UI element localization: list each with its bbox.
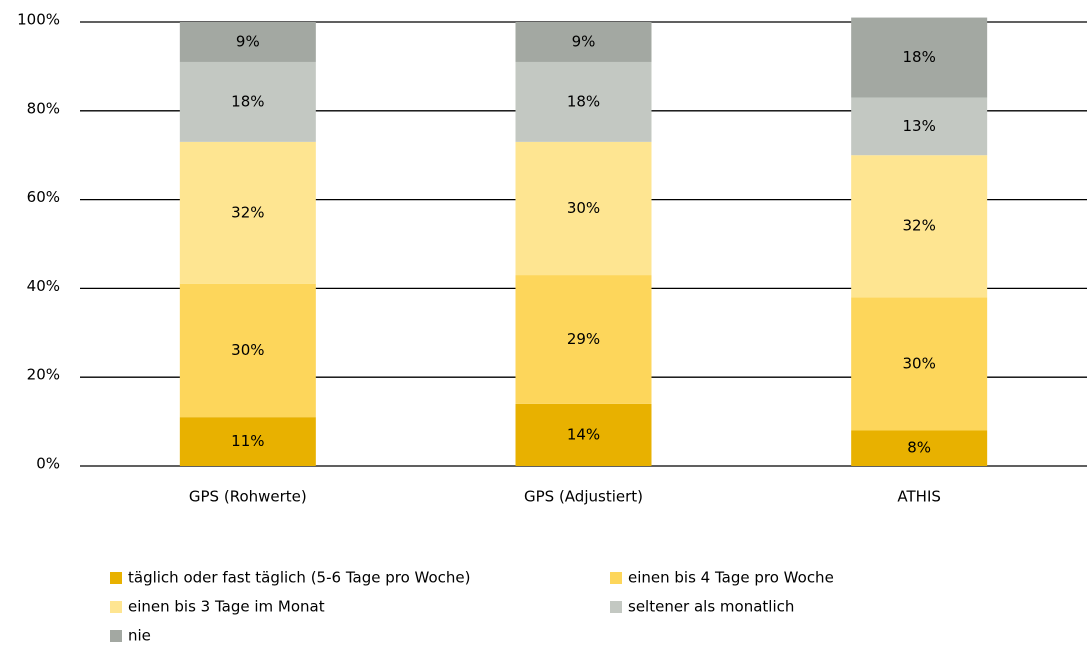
bar-segment [515,275,652,404]
y-tick-label: 0% [36,455,60,473]
bar-segment [179,283,316,418]
bar-segment [851,430,988,466]
data-label: 18% [567,92,600,110]
y-tick-label: 80% [27,99,60,117]
data-label: 30% [567,199,600,217]
data-label: 32% [231,203,264,221]
data-label: 29% [567,330,600,348]
legend-label: nie [128,627,151,645]
bar-segment [179,417,316,466]
y-tick-label: 100% [17,11,60,29]
legend-label: einen bis 4 Tage pro Woche [628,569,834,587]
x-tick-label: ATHIS [897,488,940,506]
bar-segment [179,22,316,62]
data-label: 30% [902,354,935,372]
y-tick-label: 60% [27,188,60,206]
legend-label: täglich oder fast täglich (5-6 Tage pro … [128,569,470,587]
data-label: 14% [567,425,600,443]
bar-segment [851,97,988,156]
x-tick-label: GPS (Rohwerte) [189,488,307,506]
data-label: 8% [907,439,931,457]
y-tick-label: 40% [27,277,60,295]
legend-label: seltener als monatlich [628,598,794,616]
x-tick-label: GPS (Adjustiert) [524,488,643,506]
legend-swatch [110,601,122,613]
data-label: 18% [231,92,264,110]
bar-segment [179,141,316,284]
legend-swatch [110,572,122,584]
bar-segment [179,61,316,142]
data-label: 9% [236,32,260,50]
bar-segment [851,297,988,431]
legend-swatch [610,601,622,613]
bar-segment [515,61,652,142]
data-label: 30% [231,341,264,359]
legend-label: einen bis 3 Tage im Monat [128,598,325,616]
data-label: 9% [572,32,596,50]
data-label: 13% [902,117,935,135]
bar-segment [851,17,988,98]
bar-segment [515,403,652,466]
legend-swatch [610,572,622,584]
y-tick-label: 20% [27,366,60,384]
bar-segment [851,155,988,298]
legend-swatch [110,630,122,642]
data-label: 32% [902,217,935,235]
data-label: 18% [902,48,935,66]
bar-segment [515,22,652,62]
data-label: 11% [231,432,264,450]
bar-segment [515,141,652,276]
